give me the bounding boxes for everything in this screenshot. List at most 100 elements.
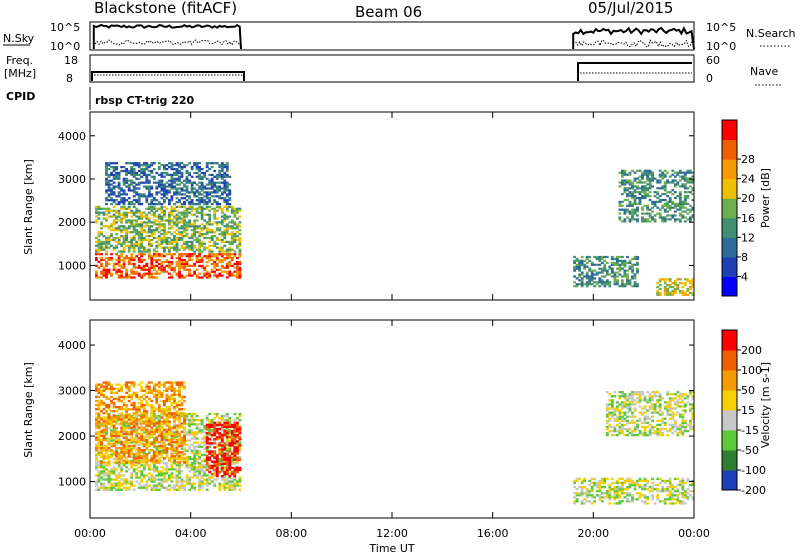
heatmap-cell	[112, 404, 116, 407]
heatmap-cell	[155, 428, 159, 431]
heatmap-cell	[147, 211, 151, 214]
heatmap-cell	[110, 209, 113, 212]
heatmap-cell	[168, 442, 171, 446]
heatmap-cell	[105, 406, 108, 409]
heatmap-cell	[213, 213, 217, 216]
heatmap-cell	[646, 189, 649, 192]
heatmap-cell	[163, 449, 166, 452]
heatmap-cell	[97, 401, 101, 405]
heatmap-cell	[168, 236, 171, 240]
heatmap-cell	[213, 270, 217, 273]
heatmap-cell	[618, 477, 622, 480]
heatmap-cell	[137, 217, 141, 220]
heatmap-cell	[225, 453, 229, 457]
heatmap-cell	[190, 486, 194, 489]
heatmap-cell	[97, 434, 101, 437]
heatmap-cell	[100, 464, 103, 467]
heatmap-cell	[142, 185, 146, 188]
heatmap-cell	[122, 197, 126, 200]
heatmap-cell	[125, 168, 128, 171]
heatmap-cell	[193, 191, 196, 194]
heatmap-cell	[122, 179, 126, 182]
heatmap-cell	[117, 441, 121, 444]
heatmap-cell	[183, 235, 186, 238]
heatmap-cell	[626, 283, 629, 286]
heatmap-cell	[180, 262, 184, 265]
heatmap-cell	[190, 412, 194, 416]
heatmap-cell	[238, 484, 242, 487]
heatmap-cell	[208, 219, 212, 222]
heatmap-cell	[593, 263, 597, 266]
heatmap-cell	[183, 420, 186, 423]
heatmap-cell	[145, 387, 149, 390]
heatmap-cell	[140, 213, 144, 216]
heatmap-cell	[105, 250, 108, 253]
heatmap-cell	[100, 429, 103, 432]
heatmap-cell	[236, 238, 239, 241]
heatmap-cell	[125, 470, 128, 473]
heatmap-cell	[145, 272, 149, 275]
heatmap-cell	[178, 166, 181, 169]
heatmap-cell	[115, 221, 118, 224]
heatmap-cell	[636, 263, 639, 266]
heatmap-cell	[137, 436, 141, 440]
heatmap-cell	[140, 436, 144, 440]
heatmap-cell	[183, 166, 186, 169]
heatmap-cell	[137, 421, 141, 424]
heatmap-cell	[225, 240, 229, 243]
heatmap-cell	[117, 472, 121, 475]
heatmap-cell	[100, 404, 103, 407]
heatmap-cell	[175, 260, 179, 264]
heatmap-cell	[643, 196, 647, 200]
heatmap-cell	[152, 389, 156, 392]
heatmap-cell	[643, 212, 647, 215]
heatmap-cell	[173, 412, 176, 415]
heatmap-cell	[130, 253, 134, 256]
heatmap-cell	[218, 173, 222, 176]
heatmap-cell	[595, 271, 599, 274]
heatmap-cell	[102, 246, 106, 249]
heatmap-cell	[580, 273, 584, 276]
heatmap-cell	[573, 269, 576, 272]
heatmap-cell	[127, 221, 131, 224]
heatmap-cell	[598, 255, 602, 259]
heatmap-cell	[105, 404, 108, 407]
heatmap-cell	[218, 457, 222, 461]
heatmap-cell	[130, 179, 134, 182]
heatmap-cell	[185, 449, 189, 452]
heatmap-cell	[575, 257, 579, 261]
heatmap-cell	[157, 433, 161, 436]
heatmap-cell	[200, 258, 204, 262]
heatmap-cell	[135, 242, 139, 245]
heatmap-cell	[115, 168, 118, 171]
heatmap-cell	[200, 181, 204, 184]
heatmap-cell	[145, 410, 149, 413]
heatmap-cell	[178, 253, 181, 256]
heatmap-cell	[155, 451, 159, 455]
heatmap-cell	[168, 217, 171, 220]
heatmap-cell	[183, 447, 186, 450]
heatmap-cell	[150, 486, 154, 489]
heatmap-cell	[137, 453, 141, 456]
heatmap-cell	[585, 281, 589, 284]
heatmap-cell	[223, 215, 227, 218]
heatmap-cell	[626, 275, 629, 278]
heatmap-cell	[132, 248, 136, 251]
heatmap-cell	[605, 496, 609, 499]
heatmap-cell	[593, 477, 597, 480]
heatmap-cell	[157, 221, 161, 224]
heatmap-cell	[215, 468, 219, 472]
heatmap-cell	[608, 267, 612, 270]
power-heatmap	[95, 162, 695, 296]
heatmap-cell	[580, 263, 584, 266]
heatmap-cell	[147, 181, 151, 184]
heatmap-cell	[230, 453, 234, 457]
heatmap-cell	[195, 276, 199, 279]
heatmap-cell	[117, 258, 121, 262]
heatmap-cell	[686, 169, 690, 172]
heatmap-cell	[160, 426, 164, 429]
heatmap-cell	[220, 235, 224, 238]
heatmap-cell	[110, 455, 113, 458]
heatmap-cell	[100, 417, 103, 420]
heatmap-cell	[97, 447, 101, 450]
